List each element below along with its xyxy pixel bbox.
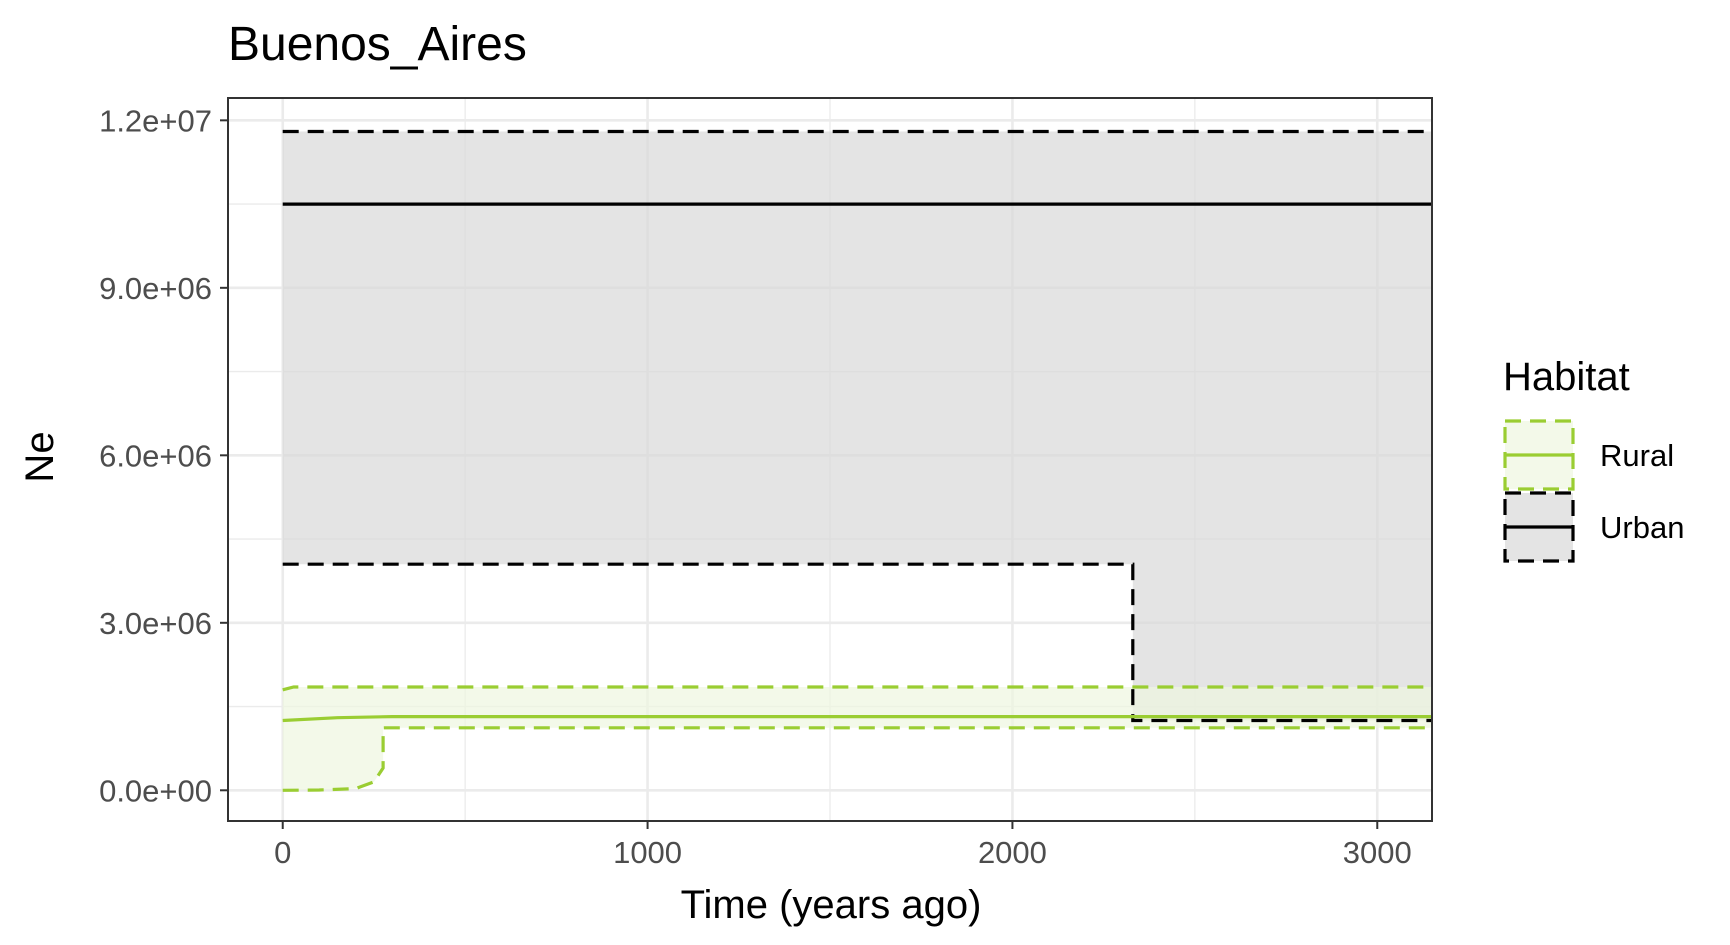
rural-ci-ribbon — [282, 687, 1433, 791]
chart-title: Buenos_Aires — [228, 18, 527, 71]
ribbons — [282, 131, 1433, 791]
legend-title: Habitat — [1503, 355, 1630, 399]
legend-item-rural: Rural — [1503, 419, 1674, 491]
legend-item-urban: Urban — [1503, 491, 1684, 563]
x-tick-label: 1000 — [613, 835, 682, 870]
y-tick-label: 9.0e+06 — [99, 271, 212, 306]
legend: Habitat Rural Urban — [1503, 355, 1684, 563]
y-tick-label: 0.0e+00 — [99, 773, 212, 808]
urban-ci-ribbon — [282, 131, 1433, 721]
plot-panel — [227, 97, 1433, 822]
y-tick-label: 1.2e+07 — [99, 103, 212, 138]
urban-lower-ci-line — [282, 562, 1432, 723]
x-tick-label: 0 — [274, 835, 291, 870]
y-tick-label: 6.0e+06 — [99, 438, 212, 473]
x-axis-title: Time (years ago) — [681, 883, 982, 927]
panel-border — [227, 97, 1433, 822]
x-tick-label: 3000 — [1343, 835, 1412, 870]
y-axis-title: Ne — [18, 431, 62, 482]
legend-label-rural: Rural — [1600, 438, 1674, 473]
legend-label-urban: Urban — [1600, 510, 1684, 545]
y-axis: 0.0e+00 3.0e+06 6.0e+06 9.0e+06 1.2e+07 — [99, 103, 228, 808]
x-tick-label: 2000 — [978, 835, 1047, 870]
rural-upper-ci-line — [282, 685, 1432, 692]
series-lines — [282, 129, 1432, 792]
y-tick-label: 3.0e+06 — [99, 606, 212, 641]
x-axis: 0 1000 2000 3000 — [274, 821, 1412, 870]
rural-median-line — [282, 714, 1432, 723]
rural-lower-ci-line — [282, 726, 1432, 792]
